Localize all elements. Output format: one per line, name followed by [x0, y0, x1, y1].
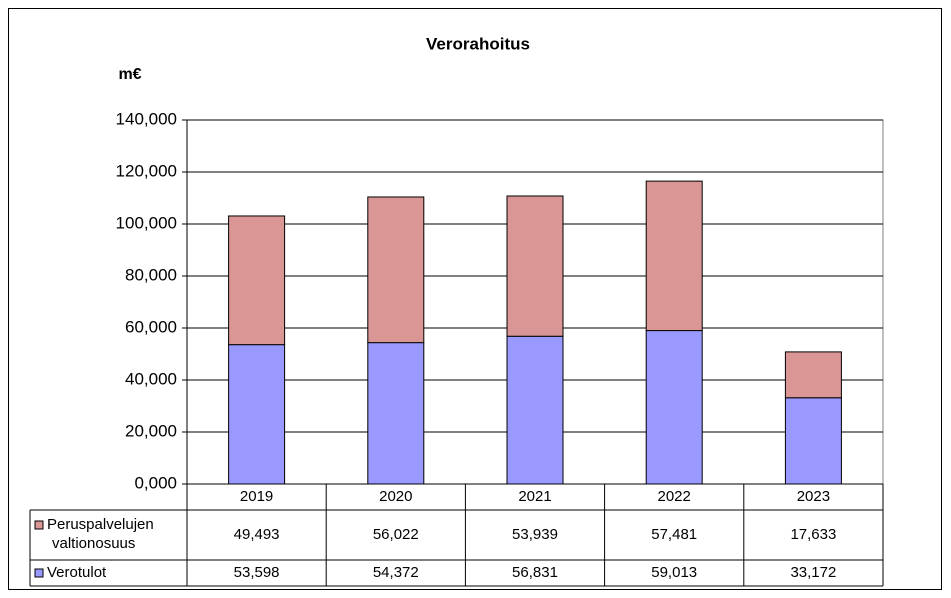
legend-key — [34, 520, 44, 530]
bar-segment — [367, 196, 425, 344]
bar-segment — [506, 335, 564, 485]
table-value: 53,939 — [512, 526, 558, 543]
y-axis-label: m€ — [118, 66, 141, 83]
y-tick-label: 20,000 — [125, 421, 177, 440]
chart-title: Verorahoitus — [426, 34, 530, 53]
table-value: 54,372 — [373, 564, 419, 581]
bar-segment — [784, 351, 842, 399]
y-tick-label: 100,000 — [116, 213, 177, 232]
legend-label: Verotulot — [47, 564, 107, 581]
table-value: 56,022 — [373, 526, 419, 543]
table-value: 49,493 — [234, 526, 280, 543]
table-value: 17,633 — [790, 526, 836, 543]
bar-segment — [645, 330, 703, 485]
legend-label: Peruspalvelujen valtionosuus — [47, 516, 154, 552]
table-value: 33,172 — [790, 564, 836, 581]
legend-key — [34, 568, 44, 578]
table-value: 53,598 — [234, 564, 280, 581]
y-tick-label: 0,000 — [134, 473, 177, 492]
x-tick-label: 2020 — [379, 488, 412, 505]
x-tick-label: 2021 — [518, 488, 551, 505]
table-value: 56,831 — [512, 564, 558, 581]
bar-segment — [228, 215, 286, 346]
x-tick-label: 2023 — [797, 488, 830, 505]
bar-segment — [506, 195, 564, 337]
bar-segment — [367, 342, 425, 485]
y-tick-label: 140,000 — [116, 109, 177, 128]
y-tick-label: 80,000 — [125, 265, 177, 284]
table-value: 59,013 — [651, 564, 697, 581]
x-tick-label: 2022 — [658, 488, 691, 505]
x-tick-label: 2019 — [240, 488, 273, 505]
bar-segment — [645, 180, 703, 332]
bar-segment — [228, 344, 286, 485]
y-tick-label: 60,000 — [125, 317, 177, 336]
bar-segment — [784, 397, 842, 485]
table-value: 57,481 — [651, 526, 697, 543]
y-tick-label: 40,000 — [125, 369, 177, 388]
y-tick-label: 120,000 — [116, 161, 177, 180]
